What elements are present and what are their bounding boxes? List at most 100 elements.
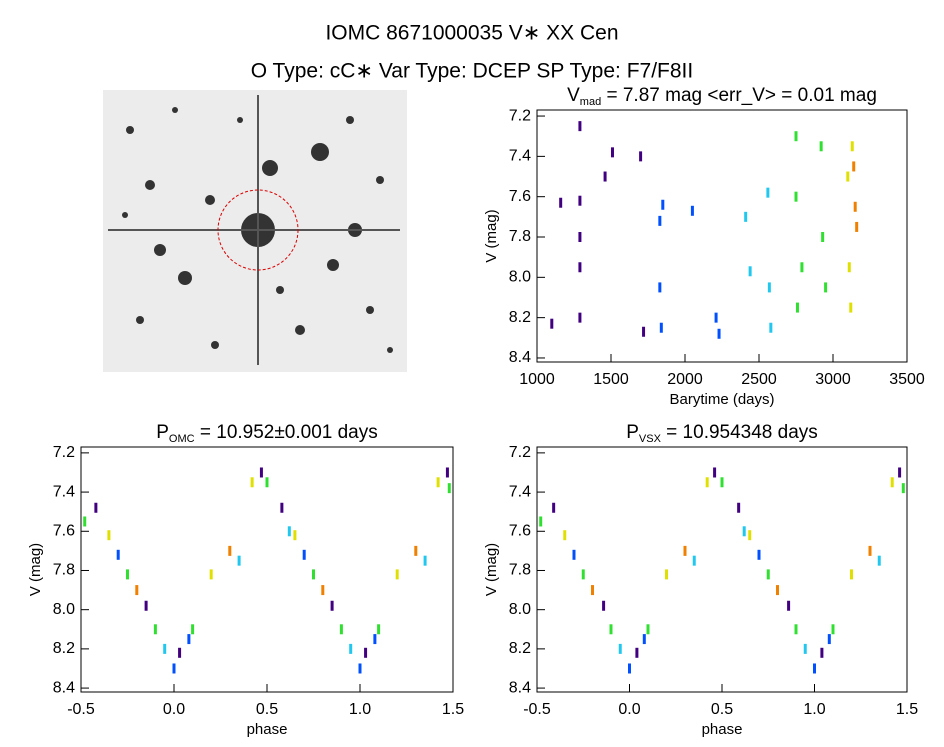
data-point	[144, 600, 148, 611]
x-tick-label: 2000	[667, 371, 703, 388]
data-point	[191, 624, 195, 635]
y-tick-label: 7.8	[53, 562, 75, 579]
data-point	[126, 569, 129, 580]
data-point	[659, 322, 663, 333]
data-point	[794, 131, 798, 142]
title-part: = 7.87 mag <err_V> = 0.01 mag	[601, 85, 877, 106]
data-point	[658, 215, 662, 226]
y-axis-label: V (mag)	[483, 209, 500, 262]
data-point	[714, 312, 718, 323]
x-tick-label: 1.5	[442, 701, 464, 718]
data-point	[578, 312, 582, 323]
x-tick-label: -0.5	[67, 701, 95, 718]
data-point	[757, 549, 761, 560]
data-point	[414, 545, 418, 556]
data-point	[767, 282, 771, 293]
data-point	[855, 221, 859, 232]
data-point	[658, 282, 662, 293]
data-point	[358, 663, 362, 674]
data-point	[559, 197, 563, 208]
data-point	[250, 477, 254, 488]
y-axis-label: V (mag)	[27, 543, 44, 596]
data-point	[618, 643, 622, 654]
x-axis-label: phase	[702, 721, 743, 738]
data-point	[824, 282, 828, 293]
data-point	[107, 530, 111, 541]
data-point	[116, 549, 120, 560]
title-part: V	[567, 85, 580, 106]
y-tick-label: 8.0	[509, 269, 531, 286]
data-point	[646, 624, 650, 635]
chart-title: Vmad = 7.87 mag <err_V> = 0.01 mag	[567, 85, 877, 108]
data-point	[94, 502, 98, 513]
data-point	[635, 647, 639, 658]
data-point	[302, 549, 306, 560]
data-point	[853, 201, 857, 212]
data-point	[447, 483, 451, 494]
data-point	[705, 477, 709, 488]
x-axis-label: phase	[247, 721, 288, 738]
title-part: OMC	[169, 433, 195, 445]
data-point	[642, 326, 646, 337]
data-point	[445, 467, 449, 478]
data-point	[163, 643, 167, 654]
data-point	[209, 569, 213, 580]
data-point	[713, 467, 717, 478]
data-point	[819, 141, 823, 152]
data-point	[539, 516, 543, 527]
data-point	[178, 647, 182, 658]
data-point	[766, 569, 770, 580]
data-point	[850, 569, 853, 580]
y-tick-label: 7.4	[53, 483, 75, 500]
y-tick-label: 8.0	[53, 601, 75, 618]
data-point	[550, 318, 554, 329]
data-point	[563, 530, 567, 541]
data-point	[364, 647, 368, 658]
y-tick-label: 8.0	[509, 601, 531, 618]
data-point	[172, 663, 176, 674]
data-point	[776, 585, 779, 596]
data-point	[766, 187, 770, 198]
page-subtitle: O Type: cC∗ Var Type: DCEP SP Type: F7/F…	[251, 60, 693, 83]
x-tick-label: 1500	[593, 371, 629, 388]
title-part: P	[626, 422, 639, 443]
data-point	[578, 262, 582, 273]
y-tick-label: 7.2	[509, 107, 531, 124]
y-tick-label: 8.4	[53, 679, 75, 696]
data-point	[610, 147, 614, 158]
data-point	[787, 600, 791, 611]
data-point	[901, 483, 905, 494]
y-tick-label: 8.2	[509, 640, 531, 657]
data-point	[581, 569, 585, 580]
data-point	[237, 555, 241, 566]
data-point	[720, 477, 724, 488]
data-point	[135, 585, 139, 596]
y-tick-label: 7.4	[509, 148, 531, 165]
y-tick-label: 7.6	[509, 188, 531, 205]
data-point	[642, 634, 646, 645]
y-tick-label: 8.2	[509, 309, 531, 326]
x-tick-label: 0.5	[256, 701, 278, 718]
x-tick-label: 3000	[815, 371, 851, 388]
data-point	[820, 647, 824, 658]
data-point	[609, 624, 613, 635]
x-tick-label: 1.5	[896, 701, 918, 718]
data-point	[330, 600, 334, 611]
data-point	[717, 328, 721, 339]
x-tick-label: 1000	[519, 371, 555, 388]
data-point	[831, 624, 835, 635]
y-tick-label: 7.2	[509, 444, 531, 461]
data-point	[259, 467, 263, 478]
data-point	[737, 502, 741, 513]
data-point	[794, 191, 798, 202]
y-tick-label: 8.2	[53, 640, 75, 657]
data-point	[602, 600, 606, 611]
data-point	[665, 569, 668, 580]
data-point	[661, 199, 665, 210]
data-point	[83, 516, 87, 527]
title-part: P	[156, 422, 169, 443]
data-point	[692, 555, 696, 566]
data-point	[436, 477, 440, 488]
x-tick-label: -0.5	[523, 701, 551, 718]
data-point	[591, 585, 594, 596]
